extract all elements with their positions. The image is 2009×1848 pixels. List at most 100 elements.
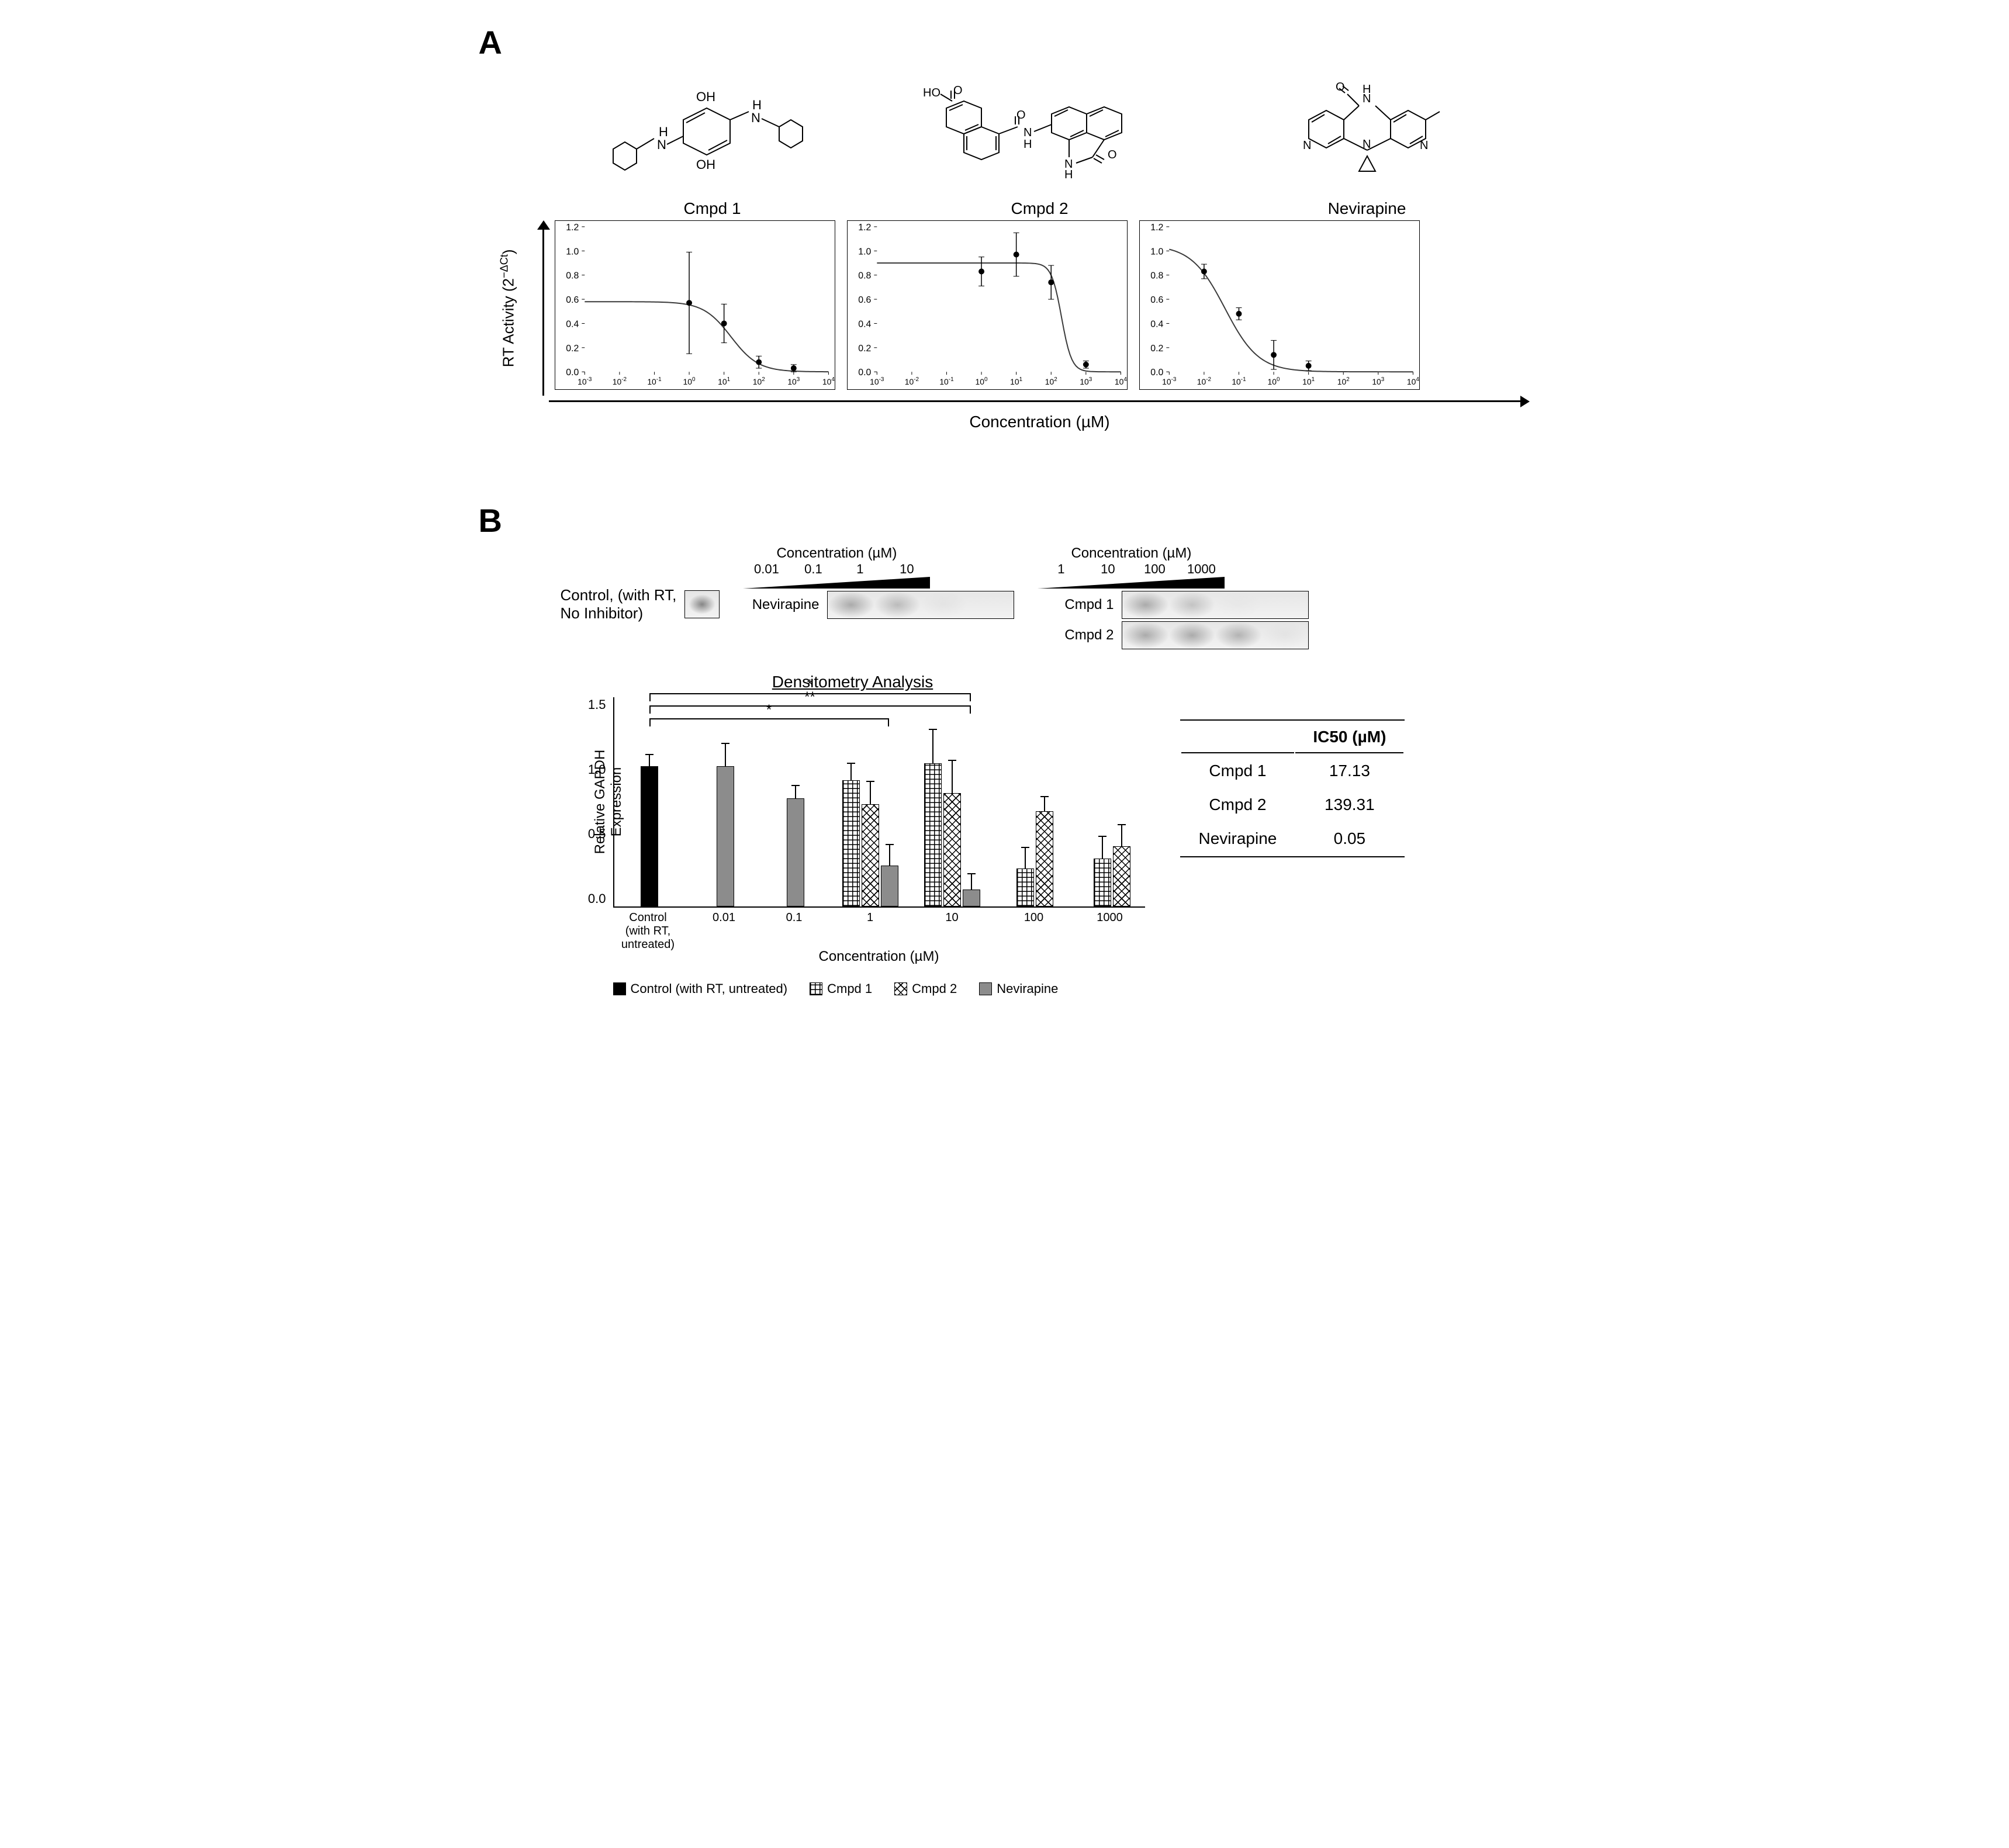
svg-text:101: 101 [1010, 376, 1022, 386]
svg-text:10-3: 10-3 [870, 376, 884, 386]
svg-text:OH: OH [696, 89, 715, 104]
bar [963, 890, 980, 906]
gel-header: Concentration (µM) [743, 545, 930, 562]
y-axis-label: RT Activity (2−ΔCt) [498, 249, 517, 367]
legend-item: Control (with RT, untreated) [613, 981, 788, 996]
table-row: Cmpd 117.13 [1181, 755, 1404, 787]
svg-text:O: O [1016, 109, 1026, 122]
svg-text:1.2: 1.2 [858, 223, 871, 233]
chart-cmpd2: 0.00.20.40.60.81.01.210-310-210-11001011… [847, 220, 1128, 390]
bar-chart-title: Densitometry Analysis [561, 673, 1145, 691]
svg-text:1.2: 1.2 [566, 223, 579, 233]
bar [787, 798, 804, 906]
svg-text:102: 102 [1045, 376, 1057, 386]
compound-titles-row: Cmpd 1 Cmpd 2 Nevirapine [479, 199, 1531, 218]
svg-text:N: N [751, 110, 760, 125]
table-row: Nevirapine0.05 [1181, 822, 1404, 855]
svg-text:10-3: 10-3 [1162, 376, 1177, 386]
svg-text:101: 101 [1302, 376, 1315, 386]
svg-text:0.8: 0.8 [858, 271, 871, 281]
svg-text:H: H [1064, 168, 1073, 181]
gel-conc: 10 [1084, 562, 1131, 577]
svg-text:N: N [1420, 139, 1428, 152]
control-label: Control, (with RT, No Inhibitor) [561, 586, 677, 622]
structure-cmpd1: H N OH OH H N [590, 67, 835, 196]
table-row: Cmpd 2139.31 [1181, 788, 1404, 821]
svg-text:10-2: 10-2 [1197, 376, 1211, 386]
svg-text:10-3: 10-3 [578, 376, 592, 386]
gel-conc: 0.1 [790, 562, 836, 577]
gel-row-label: Nevirapine [743, 597, 819, 613]
y-axis-arrow [537, 220, 549, 396]
svg-text:1.0: 1.0 [1150, 247, 1163, 257]
gel-lane [1122, 591, 1309, 619]
svg-text:103: 103 [1080, 376, 1092, 386]
svg-text:HO: HO [923, 86, 940, 99]
bar-chart: Relative GAPDHExpression 1.51.00.50.0 **… [613, 697, 1145, 908]
bar [881, 866, 898, 906]
svg-text:100: 100 [683, 376, 695, 386]
gel-conc: 1000 [1178, 562, 1225, 577]
svg-text:10-2: 10-2 [612, 376, 627, 386]
legend-item: Cmpd 1 [810, 981, 872, 996]
svg-text:0.4: 0.4 [858, 319, 871, 329]
svg-text:N: N [1023, 126, 1032, 139]
svg-text:0.6: 0.6 [566, 295, 579, 305]
wedge-icon [743, 577, 930, 589]
svg-text:0.4: 0.4 [1150, 319, 1163, 329]
svg-text:N: N [1363, 138, 1371, 151]
svg-text:1.0: 1.0 [566, 247, 579, 257]
ic50-header-blank [1181, 722, 1295, 753]
gel-control-spot [684, 590, 720, 618]
svg-text:104: 104 [1406, 376, 1419, 386]
gel-conc-labels: 1 10 100 1000 [1038, 562, 1225, 577]
bar [924, 763, 942, 906]
svg-text:H: H [1023, 138, 1032, 151]
svg-text:0.8: 0.8 [1150, 271, 1163, 281]
svg-text:1.0: 1.0 [858, 247, 871, 257]
svg-text:0.0: 0.0 [566, 368, 579, 378]
svg-text:102: 102 [752, 376, 765, 386]
gel-lane [1122, 621, 1309, 649]
svg-text:O: O [1108, 148, 1117, 161]
dose-response-charts-row: RT Activity (2−ΔCt) 0.00.20.40.60.81.01.… [479, 220, 1531, 396]
bar-y-ticks: 1.51.00.50.0 [571, 697, 606, 906]
gel-conc: 10 [883, 562, 930, 577]
bar-chart-box: Densitometry Analysis Relative GAPDHExpr… [561, 673, 1145, 996]
svg-text:10-1: 10-1 [647, 376, 662, 386]
svg-text:102: 102 [1337, 376, 1349, 386]
gel-lane [827, 591, 1014, 619]
svg-text:0.8: 0.8 [566, 271, 579, 281]
panel-a: A H N OH OH H N [479, 23, 1531, 431]
gel-cmpds-group: Concentration (µM) 1 10 100 1000 Cmpd 1 … [1038, 545, 1309, 649]
bar [1094, 859, 1111, 906]
panel-b-lower: Densitometry Analysis Relative GAPDHExpr… [479, 673, 1531, 996]
svg-text:1.2: 1.2 [1150, 223, 1163, 233]
svg-text:100: 100 [975, 376, 987, 386]
gel-area: Control, (with RT, No Inhibitor) Concent… [479, 545, 1531, 649]
svg-text:10-2: 10-2 [904, 376, 919, 386]
svg-text:10-1: 10-1 [1232, 376, 1246, 386]
structure-cmpd2: HO O O N H [917, 67, 1163, 196]
gel-row-label: Cmpd 1 [1038, 597, 1114, 613]
bar [717, 766, 734, 906]
gel-header: Concentration (µM) [1038, 545, 1225, 562]
x-axis-arrow-wrap: Concentration (µM) [479, 400, 1531, 431]
compound-title: Cmpd 1 [584, 199, 841, 218]
panel-a-label: A [479, 23, 1531, 61]
bar [943, 793, 961, 906]
svg-text:101: 101 [718, 376, 730, 386]
x-axis-arrow [549, 400, 1525, 402]
gel-conc: 1 [836, 562, 883, 577]
panel-b-label: B [479, 501, 1531, 539]
gel-conc-labels: 0.01 0.1 1 10 [743, 562, 930, 577]
gel-conc: 1 [1038, 562, 1084, 577]
legend-row: Control (with RT, untreated)Cmpd 1Cmpd 2… [613, 981, 1145, 996]
x-axis-label: Concentration (µM) [549, 413, 1531, 431]
ic50-table: IC50 (µM) Cmpd 117.13Cmpd 2139.31Nevirap… [1180, 719, 1405, 857]
panel-b: B Control, (with RT, No Inhibitor) Conce… [479, 501, 1531, 996]
svg-text:104: 104 [822, 376, 834, 386]
structure-nevirapine: N N N H O N [1244, 67, 1490, 196]
y-axis-label-col: RT Activity (2−ΔCt) [479, 220, 537, 396]
svg-text:10-1: 10-1 [939, 376, 954, 386]
